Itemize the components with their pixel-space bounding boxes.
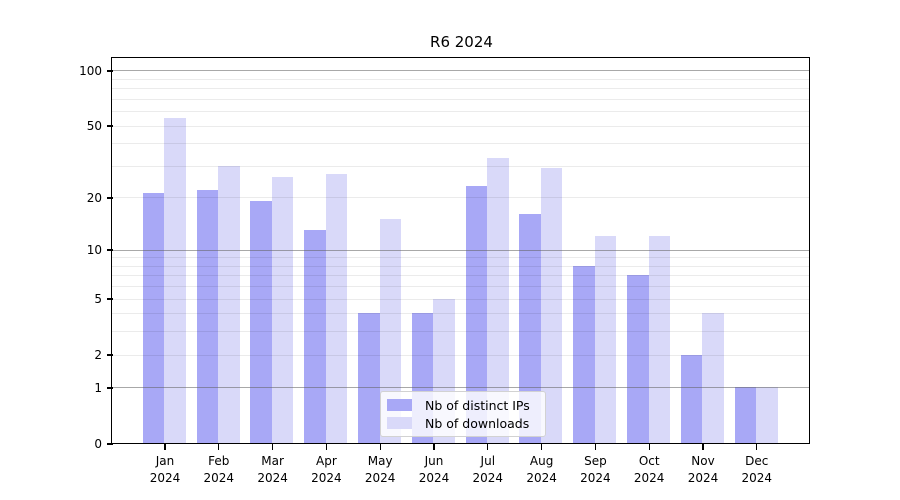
bar-distinct-ips-aug bbox=[519, 214, 541, 444]
x-tick-mark bbox=[648, 444, 650, 450]
x-tick-label: May 2024 bbox=[364, 454, 396, 485]
legend-label-downloads: Nb of downloads bbox=[425, 415, 530, 431]
bar-downloads-jul bbox=[487, 158, 509, 444]
legend-entry-distinct-ips: Nb of distinct IPs bbox=[387, 397, 537, 413]
x-tick-mark bbox=[702, 444, 704, 450]
x-tick-label: Oct 2024 bbox=[633, 454, 665, 485]
minor-gridline bbox=[112, 265, 810, 267]
bar-distinct-ips-sep bbox=[573, 265, 595, 444]
y-tick-mark bbox=[106, 70, 113, 72]
bar-distinct-ips-oct bbox=[627, 275, 649, 444]
bar-downloads-may bbox=[379, 219, 402, 444]
bar-distinct-ips-may bbox=[358, 313, 380, 444]
x-tick-mark bbox=[379, 444, 381, 450]
minor-gridline bbox=[112, 78, 810, 80]
minor-gridline bbox=[112, 143, 810, 145]
x-tick-mark bbox=[271, 444, 274, 450]
y-tick-label: 50 bbox=[86, 119, 102, 134]
x-tick-label: Aug 2024 bbox=[526, 454, 557, 485]
bar-distinct-ips-jan bbox=[142, 193, 165, 444]
gridlines-layer bbox=[112, 58, 810, 443]
major-gridline bbox=[112, 387, 810, 389]
minor-gridline bbox=[112, 286, 810, 288]
y-tick-mark bbox=[106, 298, 113, 300]
x-tick-mark bbox=[487, 444, 489, 450]
bar-distinct-ips-apr bbox=[304, 230, 326, 444]
x-tick-label: Jan 2024 bbox=[149, 454, 181, 485]
legend-swatch-downloads bbox=[387, 417, 412, 429]
bar-distinct-ips-jul bbox=[465, 186, 488, 444]
bar-distinct-ips-dec bbox=[734, 387, 757, 444]
x-tick-mark bbox=[756, 444, 758, 450]
minor-gridline bbox=[112, 257, 810, 259]
x-tick-mark bbox=[218, 444, 220, 450]
bar-downloads-jan bbox=[164, 117, 186, 444]
bar-distinct-ips-feb bbox=[196, 189, 219, 444]
bar-downloads-sep bbox=[594, 236, 617, 444]
x-tick-label: Jul 2024 bbox=[472, 454, 504, 485]
y-tick-mark bbox=[106, 354, 113, 356]
major-gridline bbox=[112, 249, 810, 251]
x-tick-label: Nov 2024 bbox=[687, 454, 719, 485]
bar-downloads-mar bbox=[271, 176, 294, 444]
minor-gridline bbox=[112, 111, 810, 113]
bar-downloads-oct bbox=[648, 236, 671, 444]
x-tick-label: Mar 2024 bbox=[257, 454, 288, 485]
x-tick-label: Sep 2024 bbox=[580, 454, 611, 485]
y-tick-label: 0 bbox=[94, 437, 102, 451]
minor-gridline bbox=[112, 98, 810, 100]
minor-gridline bbox=[112, 298, 810, 300]
minor-gridline bbox=[112, 354, 810, 356]
minor-gridline bbox=[112, 275, 810, 277]
chart-title: R6 2024 bbox=[430, 33, 493, 51]
x-tick-mark bbox=[164, 444, 166, 450]
x-tick-mark bbox=[594, 444, 597, 450]
x-tick-mark bbox=[325, 444, 328, 450]
y-tick-label: 5 bbox=[94, 292, 102, 307]
y-tick-mark bbox=[106, 387, 113, 389]
minor-gridline bbox=[112, 125, 810, 127]
x-tick-label: Dec 2024 bbox=[741, 454, 773, 485]
x-tick-mark bbox=[433, 444, 435, 450]
y-tick-label: 100 bbox=[79, 63, 102, 78]
y-tick-label: 20 bbox=[86, 190, 102, 205]
bar-downloads-apr bbox=[325, 173, 348, 444]
bar-downloads-aug bbox=[540, 168, 563, 444]
plot-area bbox=[111, 57, 811, 445]
legend-entry-downloads: Nb of downloads bbox=[387, 415, 537, 431]
y-tick-mark bbox=[106, 443, 113, 445]
x-tick-label: Jun 2024 bbox=[418, 454, 450, 485]
minor-gridline bbox=[112, 313, 810, 315]
y-tick-label: 1 bbox=[94, 380, 102, 395]
bars-layer bbox=[112, 58, 809, 444]
legend-label-distinct-ips: Nb of distinct IPs bbox=[425, 397, 530, 413]
x-tick-mark bbox=[540, 444, 543, 450]
y-tick-mark bbox=[106, 249, 113, 251]
bar-downloads-feb bbox=[218, 165, 240, 444]
y-tick-mark bbox=[106, 197, 113, 199]
bar-downloads-dec bbox=[756, 387, 778, 444]
minor-gridline bbox=[112, 331, 810, 333]
y-tick-label: 10 bbox=[86, 243, 102, 258]
legend-swatch-distinct-ips bbox=[387, 399, 412, 411]
minor-gridline bbox=[112, 88, 810, 90]
minor-gridline bbox=[112, 197, 810, 199]
bar-distinct-ips-mar bbox=[250, 201, 272, 444]
bar-downloads-nov bbox=[702, 313, 724, 444]
y-tick-mark bbox=[106, 125, 113, 127]
major-gridline bbox=[112, 70, 810, 72]
y-tick-label: 2 bbox=[94, 348, 102, 363]
minor-gridline bbox=[112, 165, 810, 167]
bar-distinct-ips-nov bbox=[680, 354, 703, 444]
x-tick-label: Apr 2024 bbox=[311, 454, 342, 485]
x-tick-label: Feb 2024 bbox=[203, 454, 235, 485]
legend: Nb of distinct IPs Nb of downloads bbox=[380, 391, 546, 437]
